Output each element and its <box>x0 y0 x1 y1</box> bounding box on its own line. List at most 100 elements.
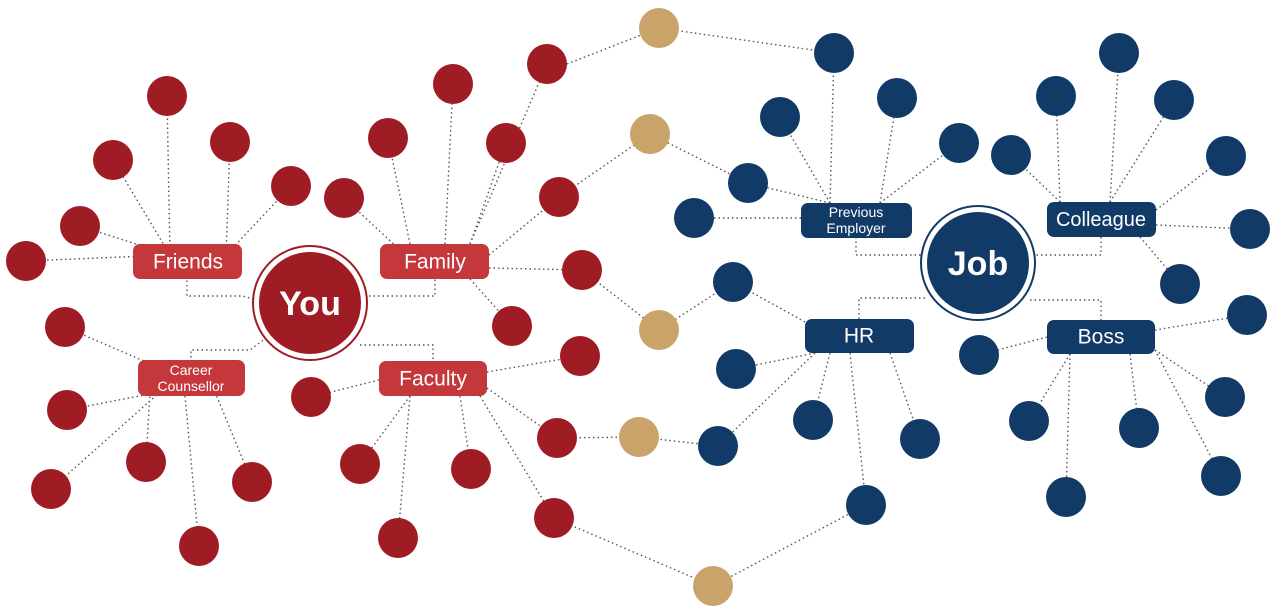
faculty-node <box>451 449 491 489</box>
connection-line <box>558 133 749 198</box>
connection-line <box>889 352 921 440</box>
connection-line <box>225 141 231 256</box>
family-node <box>492 306 532 346</box>
job-hub: Job <box>920 205 1036 321</box>
connection-line <box>25 254 171 262</box>
hr-node <box>713 262 753 302</box>
connection-line <box>553 504 867 587</box>
connection-line <box>184 395 200 547</box>
career-counsellor-label-box: Career Counsellor <box>138 360 245 396</box>
you-hub-label: You <box>279 285 341 323</box>
family-node <box>433 64 473 104</box>
friends-label: Friends <box>153 251 223 274</box>
hr-label-box: HR <box>805 319 914 353</box>
career-node <box>179 526 219 566</box>
previous-label-line1: Previous <box>829 204 883 220</box>
hr-node <box>698 426 738 466</box>
connection-line <box>486 387 558 439</box>
friends-node <box>210 122 250 162</box>
gold-bridge-node <box>693 566 733 606</box>
boss-node <box>959 335 999 375</box>
connection-line <box>581 269 734 331</box>
career-label-line2: Counsellor <box>158 378 225 394</box>
connection-line <box>360 344 434 361</box>
connection-line <box>855 238 925 256</box>
friends-node <box>93 140 133 180</box>
hr-node <box>846 485 886 525</box>
boss-label: Boss <box>1078 326 1125 349</box>
career-node <box>232 462 272 502</box>
employer-node <box>814 33 854 73</box>
connection-line <box>360 279 436 297</box>
employer-node <box>760 97 800 137</box>
faculty-node <box>534 498 574 538</box>
colleague-label: Colleague <box>1056 209 1146 231</box>
boss-node <box>1205 377 1245 417</box>
connection-line <box>1129 353 1140 429</box>
colleague-node <box>1230 209 1270 249</box>
connection-line <box>186 279 259 301</box>
faculty-node <box>560 336 600 376</box>
family-label: Family <box>404 251 466 274</box>
employer-node <box>674 198 714 238</box>
colleague-node <box>991 135 1031 175</box>
connection-line <box>747 182 831 204</box>
connection-line <box>190 334 271 360</box>
career-node <box>126 442 166 482</box>
friends-node <box>271 166 311 206</box>
family-label-box: Family <box>380 244 489 279</box>
gold-bridge-node <box>639 310 679 350</box>
employer-node <box>728 163 768 203</box>
connection-line <box>1065 353 1071 498</box>
family-node <box>527 44 567 84</box>
faculty-node <box>340 444 380 484</box>
connection-line <box>459 395 472 470</box>
network-nodes <box>6 8 1270 606</box>
faculty-label-box: Faculty <box>379 361 487 396</box>
connection-line <box>1032 237 1102 256</box>
colleague-label-box: Colleague <box>1047 202 1156 237</box>
friends-node <box>6 241 46 281</box>
connection-line <box>849 352 867 506</box>
career-node <box>31 469 71 509</box>
hr-node <box>793 400 833 440</box>
friends-node <box>60 206 100 246</box>
connection-line <box>1139 236 1181 285</box>
boss-label-box: Boss <box>1047 320 1155 354</box>
gold-bridge-node <box>639 8 679 48</box>
faculty-node <box>378 518 418 558</box>
connection-line <box>469 63 548 245</box>
connection-line <box>444 83 454 245</box>
connection-line <box>359 395 411 465</box>
boss-node <box>1009 401 1049 441</box>
family-node <box>486 123 526 163</box>
connection-line <box>469 278 513 327</box>
boss-node <box>1227 295 1267 335</box>
gold-bridge-node <box>619 417 659 457</box>
family-node <box>562 250 602 290</box>
connection-line <box>879 142 960 204</box>
connection-line <box>166 95 171 256</box>
career-node <box>47 390 87 430</box>
connection-line <box>488 196 560 256</box>
connection-line <box>779 116 831 204</box>
boss-node <box>1201 456 1241 496</box>
colleague-node <box>1036 76 1076 116</box>
colleague-node <box>1154 80 1194 120</box>
colleague-node <box>1099 33 1139 73</box>
career-label-line1: Career <box>170 362 213 378</box>
connection-line <box>858 297 925 319</box>
connection-line <box>1030 299 1102 320</box>
employer-node <box>939 123 979 163</box>
faculty-label: Faculty <box>399 368 467 391</box>
faculty-node <box>291 377 331 417</box>
connection-line <box>112 159 171 256</box>
connection-line <box>566 27 835 65</box>
family-node <box>324 178 364 218</box>
you-hub: You <box>252 245 368 361</box>
boss-node <box>1046 477 1086 517</box>
connection-line <box>1109 99 1175 203</box>
connection-line <box>1155 155 1227 211</box>
connection-line <box>479 395 555 519</box>
